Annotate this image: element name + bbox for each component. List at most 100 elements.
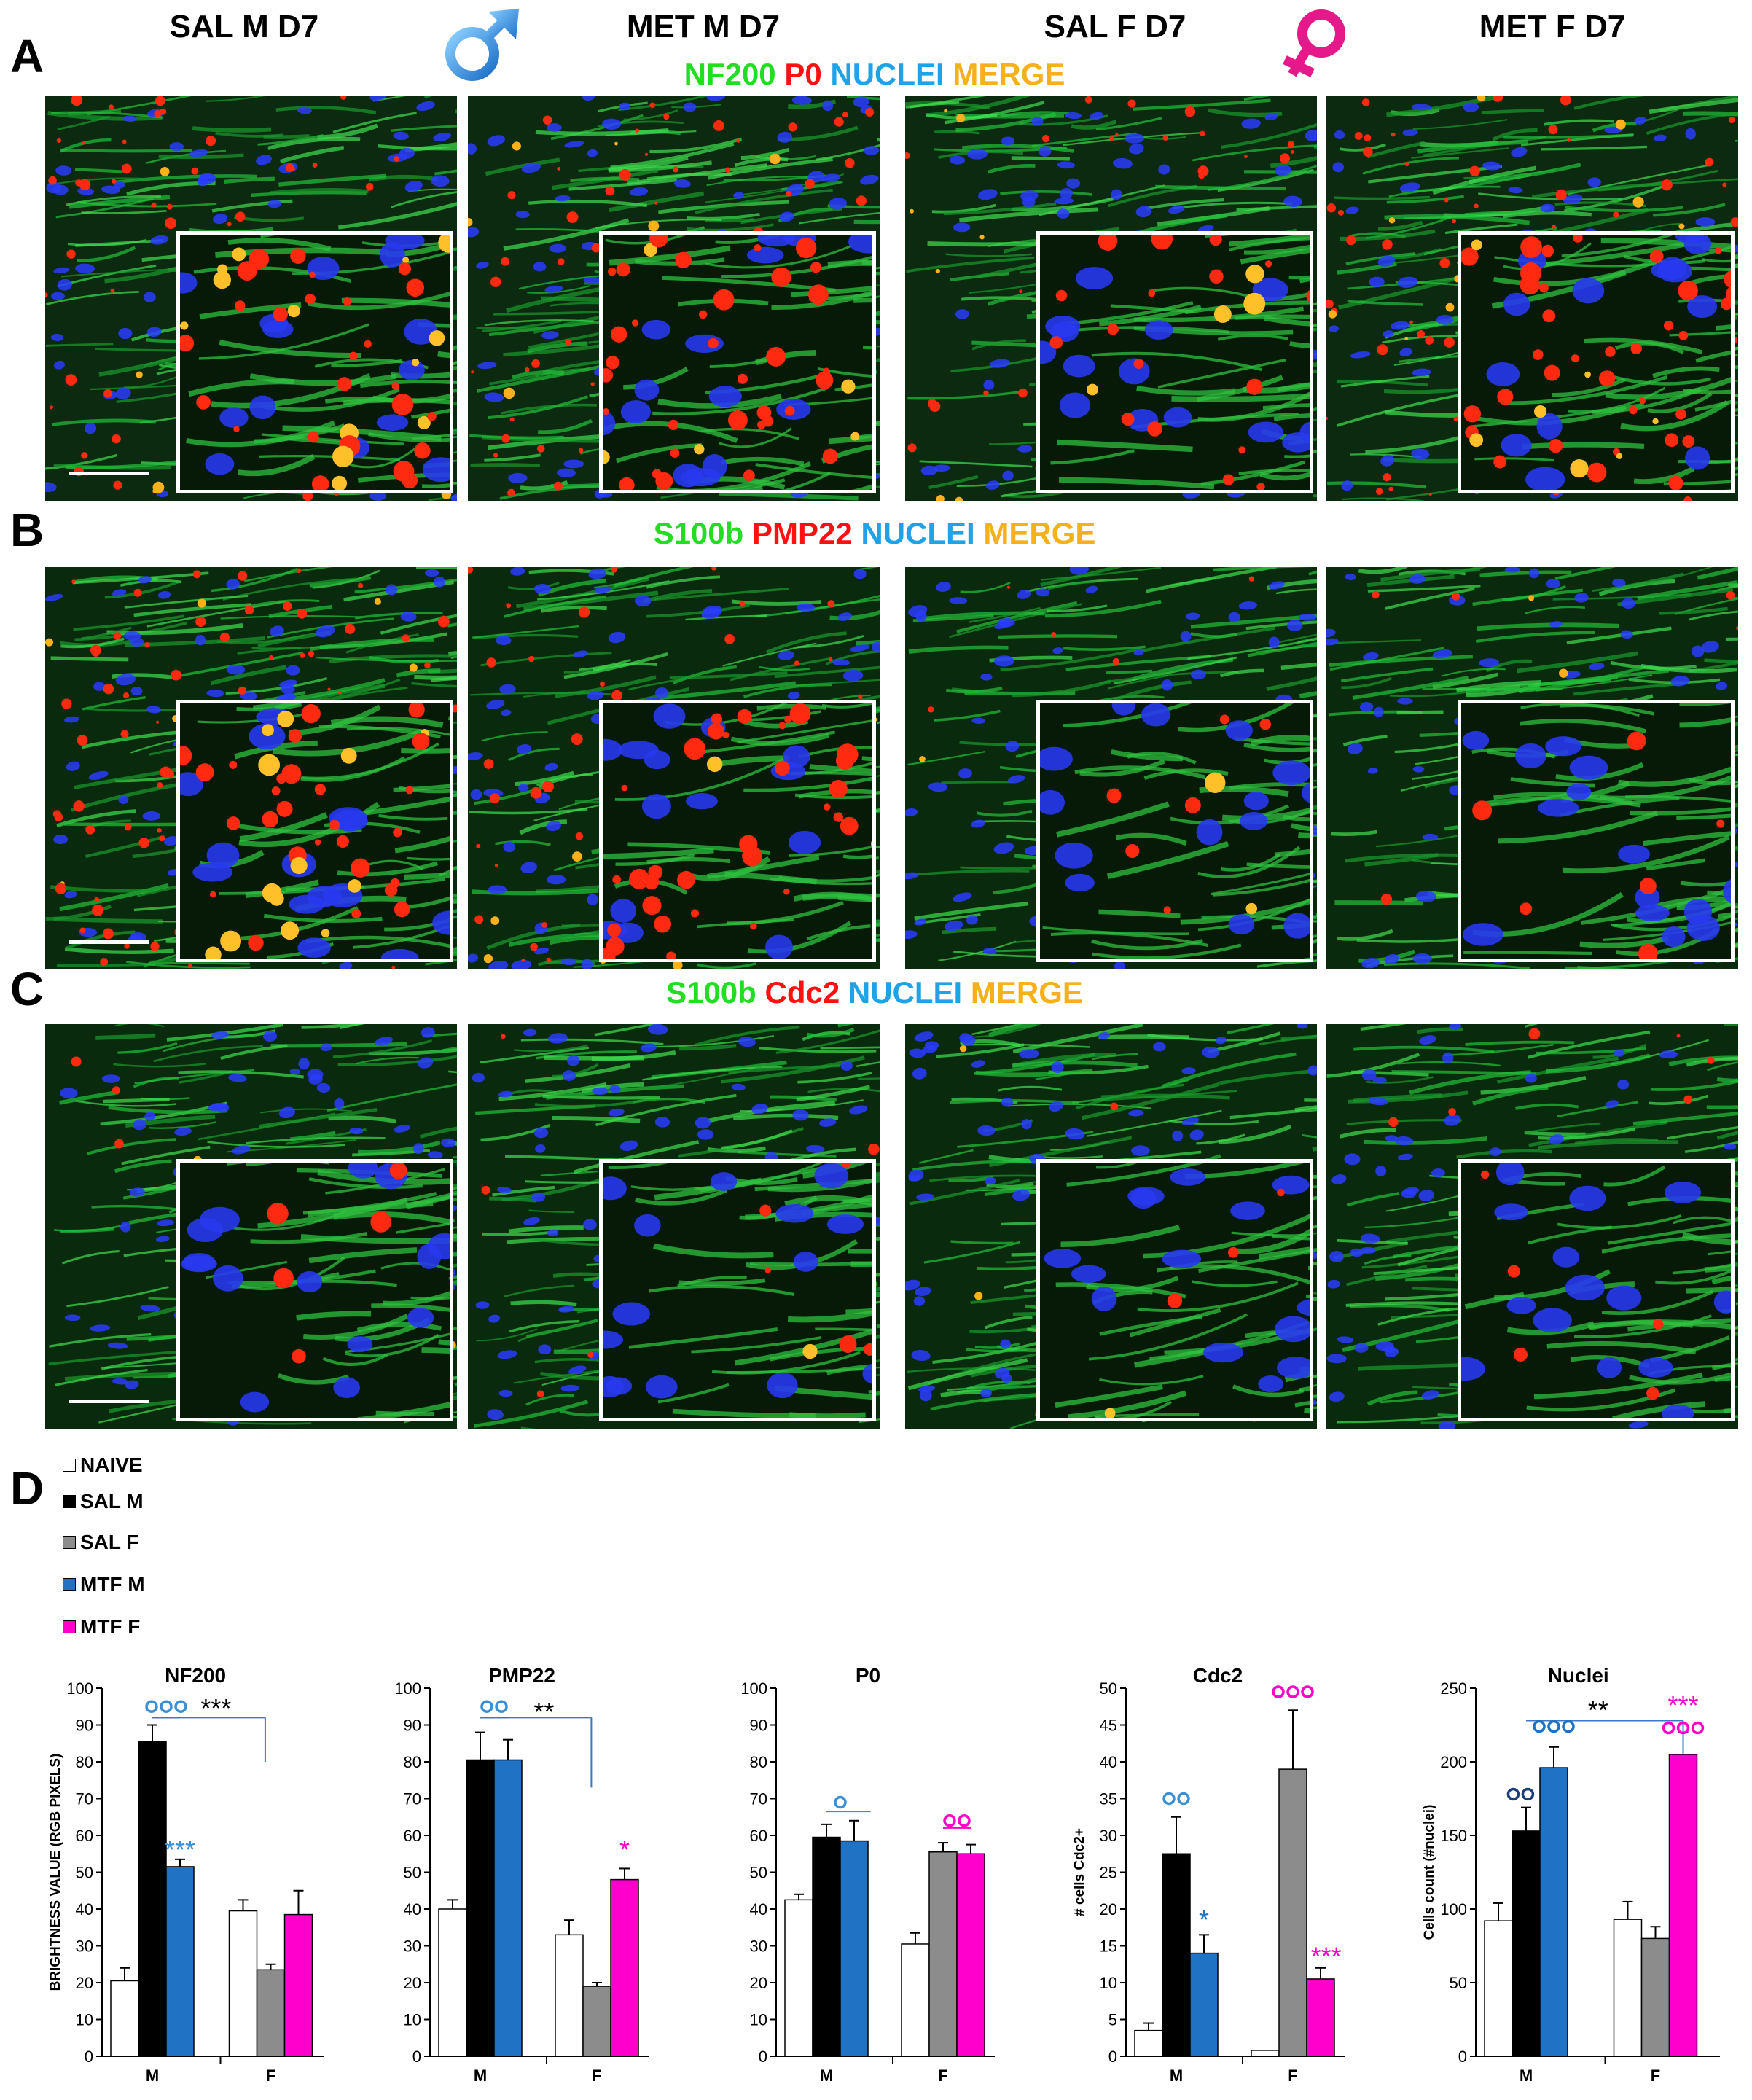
scale-bar bbox=[69, 1400, 149, 1403]
panel-letter-b: B bbox=[10, 504, 44, 556]
scale-bar bbox=[69, 472, 149, 475]
bar bbox=[928, 1851, 958, 2057]
y-tick-label: 30 bbox=[750, 1937, 767, 1956]
y-tick-label: 0 bbox=[1458, 2048, 1467, 2066]
category-label: F bbox=[938, 2066, 947, 2085]
bar bbox=[1640, 1937, 1670, 2057]
significance-circle bbox=[1177, 1792, 1190, 1806]
magnified-inset bbox=[1458, 1159, 1735, 1421]
micrograph-r1-c1 bbox=[468, 567, 880, 969]
significance-circle bbox=[1521, 1787, 1535, 1801]
significance-circle bbox=[1662, 1721, 1675, 1735]
bar bbox=[1134, 2029, 1163, 2057]
y-tick-label: 100 bbox=[66, 1679, 93, 1698]
bar bbox=[165, 1866, 195, 2057]
legend-swatch bbox=[63, 1459, 76, 1472]
legend-label: MTF M bbox=[80, 1573, 145, 1596]
stain-a-0: NF200 bbox=[684, 57, 776, 91]
micrograph-r1-c2 bbox=[905, 567, 1317, 969]
bar bbox=[610, 1878, 639, 2057]
micrograph-r1-c0 bbox=[45, 567, 457, 969]
y-tick-label: 50 bbox=[1450, 1974, 1467, 1992]
chart-nuclei: Nuclei 0 50 100 150 200 250 Cells count (#nucle… bbox=[1422, 1664, 1720, 2085]
significance-circle bbox=[1162, 1792, 1176, 1806]
column-header-met-f: MET F D7 bbox=[1479, 9, 1626, 44]
significance-stars: *** bbox=[1311, 1942, 1342, 1972]
significance-circle bbox=[1547, 1720, 1560, 1733]
y-tick-label: 0 bbox=[1108, 2048, 1117, 2066]
stain-line-a: NF200 P0 NUCLEI MERGE bbox=[437, 57, 1312, 92]
y-tick-label: 10 bbox=[750, 2011, 767, 2029]
bar bbox=[228, 1910, 258, 2057]
y-tick-label: 60 bbox=[76, 1827, 93, 1845]
y-tick-label: 0 bbox=[412, 2048, 421, 2066]
y-tick-label: 30 bbox=[404, 1937, 421, 1956]
micrograph-r2-c2 bbox=[905, 1024, 1317, 1429]
category-label: F bbox=[592, 2066, 601, 2085]
column-header-sal-m: SAL M D7 bbox=[169, 9, 319, 44]
legend-item: SAL M bbox=[63, 1490, 144, 1513]
significance-circle bbox=[145, 1700, 158, 1713]
category-label: M bbox=[820, 2066, 833, 2085]
column-header-sal-f: SAL F D7 bbox=[1044, 9, 1186, 44]
bar bbox=[555, 1934, 584, 2057]
legend-item: NAIVE bbox=[63, 1453, 143, 1477]
y-tick-label: 80 bbox=[750, 1753, 767, 1771]
legend-item: SAL F bbox=[63, 1531, 138, 1554]
bar bbox=[1613, 1919, 1643, 2057]
stain-c-0: S100b bbox=[666, 975, 756, 1010]
y-tick-label: 15 bbox=[1100, 1937, 1117, 1956]
bar bbox=[110, 1980, 139, 2057]
magnified-inset bbox=[1036, 700, 1313, 962]
y-tick-label: 10 bbox=[76, 2011, 93, 2029]
bar bbox=[283, 1913, 313, 2057]
chart-title: P0 bbox=[856, 1664, 880, 1687]
bar bbox=[1251, 2050, 1280, 2057]
chart-title: PMP22 bbox=[488, 1664, 555, 1687]
bar bbox=[138, 1741, 167, 2057]
significance-circle bbox=[958, 1814, 971, 1827]
category-label: F bbox=[1288, 2066, 1297, 2085]
significance-circle bbox=[1272, 1685, 1285, 1698]
bar bbox=[901, 1943, 930, 2057]
micrograph-r1-c3 bbox=[1326, 567, 1738, 969]
micrograph-r0-c2 bbox=[905, 96, 1317, 501]
micrograph-r2-c0 bbox=[45, 1024, 457, 1429]
legend-swatch bbox=[63, 1495, 76, 1508]
y-tick-label: 90 bbox=[76, 1717, 93, 1735]
micrograph-r0-c3 bbox=[1326, 96, 1738, 501]
y-tick-label: 70 bbox=[76, 1790, 93, 1808]
bar bbox=[1189, 1952, 1219, 2057]
y-tick-label: 100 bbox=[1440, 1900, 1467, 1919]
y-tick-label: 50 bbox=[404, 1864, 421, 1882]
category-label: M bbox=[1520, 2066, 1533, 2085]
chart-title: Cdc2 bbox=[1193, 1664, 1243, 1687]
category-label: M bbox=[474, 2066, 487, 2085]
significance-circle bbox=[943, 1814, 956, 1827]
bar bbox=[466, 1759, 495, 2057]
magnified-inset bbox=[1036, 1159, 1313, 1421]
y-tick-label: 20 bbox=[750, 1974, 767, 1992]
legend-label: NAIVE bbox=[80, 1453, 143, 1476]
micrograph-r2-c3 bbox=[1326, 1024, 1738, 1429]
chart-p0: P0 0 10 20 30 40 50 60 70 80 90 100 M F bbox=[740, 1664, 995, 2085]
legend-swatch bbox=[63, 1578, 76, 1591]
y-tick-label: 70 bbox=[404, 1790, 421, 1808]
significance-circle bbox=[834, 1795, 847, 1809]
significance-stars: *** bbox=[200, 1693, 231, 1723]
y-tick-label: 0 bbox=[85, 2048, 93, 2066]
y-tick-label: 10 bbox=[1100, 1974, 1117, 1992]
y-tick-label: 50 bbox=[750, 1864, 767, 1882]
micrograph-r0-c1 bbox=[468, 96, 880, 501]
chart-nf200: NF200 0 10 20 30 40 50 60 70 80 90 100 BRIGHTNESS VA… bbox=[48, 1664, 324, 2085]
panel-letter-c: C bbox=[10, 963, 44, 1015]
y-tick-label: 80 bbox=[76, 1753, 93, 1771]
male-symbol-icon bbox=[445, 9, 519, 81]
magnified-inset bbox=[176, 1159, 453, 1421]
magnified-inset bbox=[1036, 231, 1313, 493]
bar bbox=[840, 1840, 869, 2057]
stain-c-2: NUCLEI bbox=[848, 975, 963, 1010]
column-header-met-m: MET M D7 bbox=[626, 9, 781, 44]
panel-letter-a: A bbox=[10, 30, 44, 82]
stain-c-1: Cdc2 bbox=[764, 975, 840, 1010]
